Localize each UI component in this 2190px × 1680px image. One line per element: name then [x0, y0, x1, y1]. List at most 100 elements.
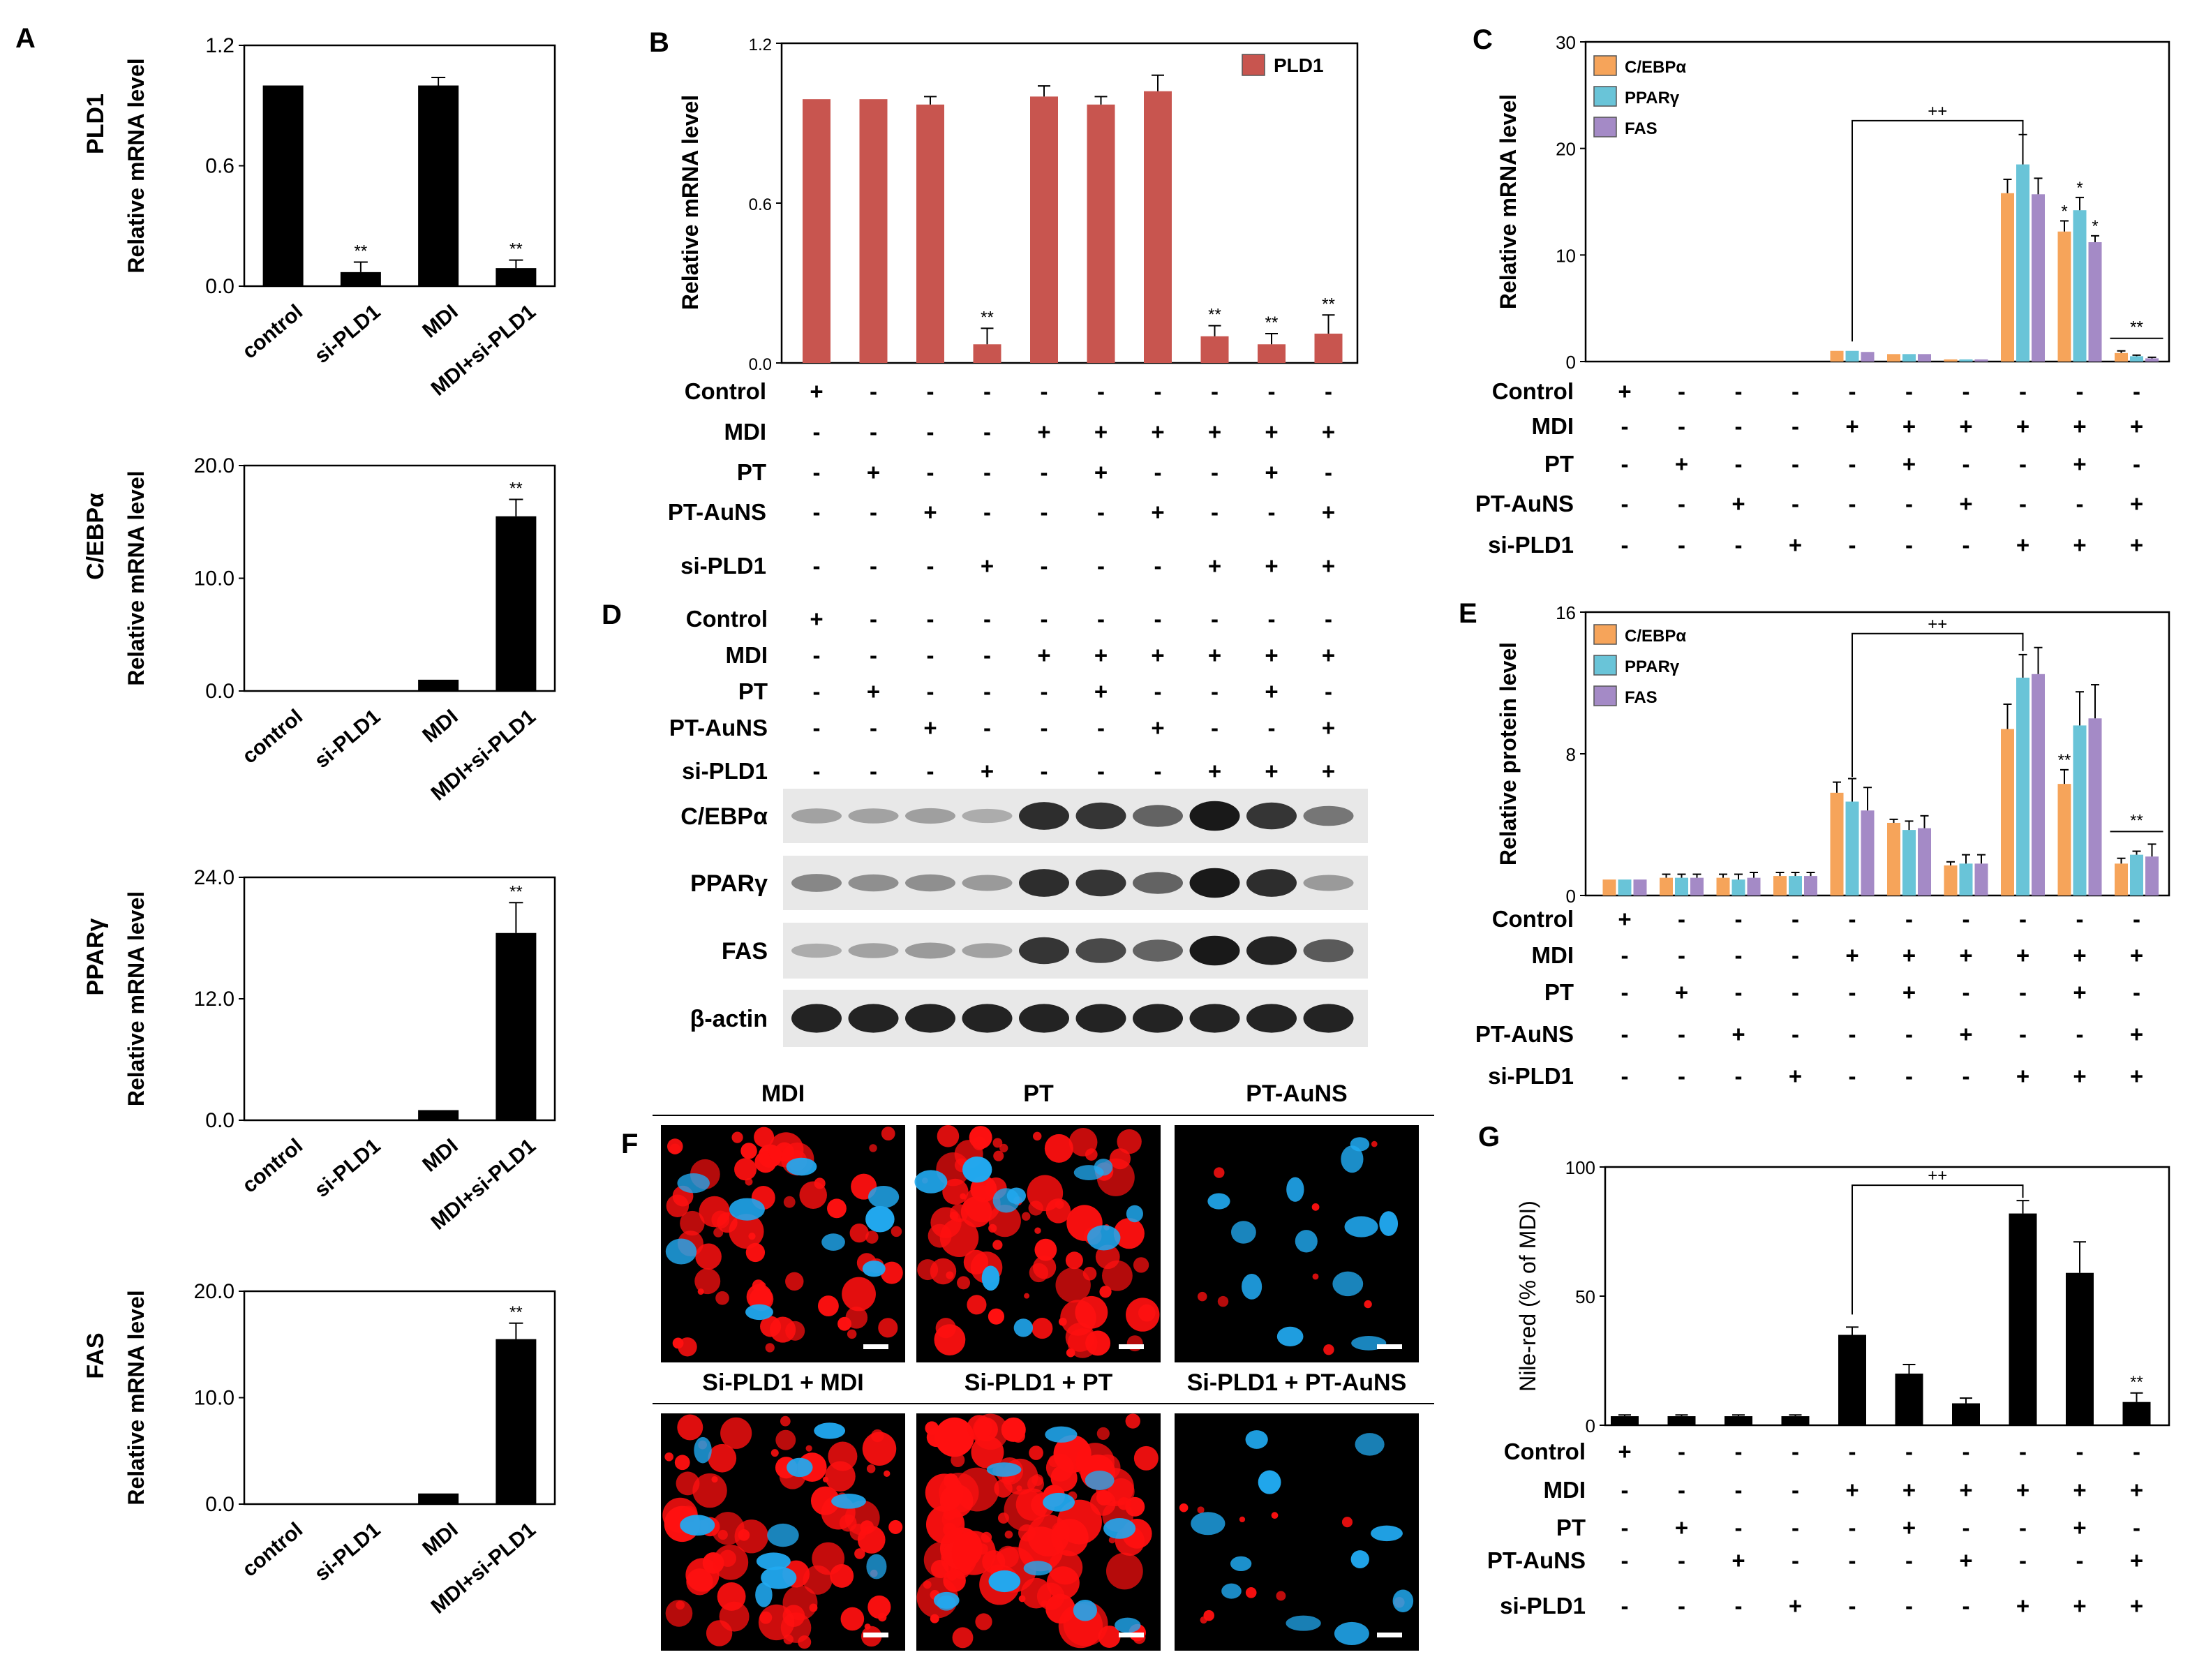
treatment-sign: +	[1265, 758, 1278, 784]
treatment-sign: -	[2076, 906, 2084, 932]
bar	[1660, 877, 1673, 895]
treatment-sign: -	[1905, 491, 1913, 516]
scale-bar	[863, 1344, 888, 1349]
bar	[1845, 801, 1859, 895]
cell-nucleus	[862, 1261, 886, 1277]
image-title: Si-PLD1 + PT-AuNS	[1187, 1369, 1407, 1396]
cell-nucleus	[1221, 1583, 1242, 1599]
cell-nucleus	[1286, 1177, 1304, 1202]
blot-band	[962, 875, 1013, 891]
lipid-droplet	[1027, 1475, 1044, 1493]
treatment-sign: -	[870, 499, 877, 525]
lipid-droplet	[760, 1316, 782, 1337]
chart-pld1-b: 0.0 0.6 1.2 ** ** ** ** Relative mRNA level PLD1	[678, 36, 1359, 374]
treatment-sign: +	[1959, 1547, 1972, 1573]
treatment-sign: -	[1154, 678, 1162, 704]
treatment-sign: -	[1792, 491, 1799, 516]
treatment-sign: -	[1792, 1515, 1799, 1540]
treatment-sign: -	[1621, 942, 1629, 968]
lipid-droplet	[827, 1198, 847, 1219]
lipid-droplet	[694, 1268, 721, 1295]
treatment-sign: +	[1902, 413, 1916, 439]
bar	[1747, 877, 1761, 895]
treatment-sign: +	[1265, 553, 1278, 579]
bar	[1838, 1335, 1866, 1425]
treatment-sign: -	[1041, 378, 1048, 404]
lipid-droplet	[845, 1307, 868, 1329]
legend-swatch	[1593, 624, 1617, 645]
lipid-droplet	[867, 1595, 891, 1619]
treatment-sign: +	[1094, 678, 1108, 704]
lipid-droplet	[785, 1272, 804, 1291]
treatment-sign: -	[927, 459, 934, 485]
cell-nucleus	[1332, 1271, 1364, 1297]
treatment-sign: -	[927, 419, 934, 445]
lipid-droplet	[951, 1531, 996, 1575]
bar	[1887, 822, 1900, 895]
lipid-droplet	[745, 1177, 753, 1186]
bar	[1725, 1416, 1752, 1425]
treatment-sign: -	[1678, 1593, 1685, 1619]
treatment-sign: +	[2130, 532, 2143, 558]
treatment-sign: +	[2130, 413, 2143, 439]
treatment-sign: +	[1959, 413, 1972, 439]
y-tick-label: 20.0	[194, 1280, 234, 1303]
image-title: PT	[1023, 1080, 1054, 1107]
treatment-sign: -	[1621, 1477, 1629, 1503]
blot-band	[1189, 801, 1240, 831]
treatment-sign: -	[1678, 491, 1685, 516]
treatment-sign: -	[870, 758, 877, 784]
treatment-label: PT-AuNS	[1475, 1021, 1574, 1047]
lipid-droplet	[1133, 1257, 1149, 1273]
treatment-sign: -	[1792, 451, 1799, 477]
treatment-sign: +	[1322, 715, 1335, 741]
treatment-sign: +	[1845, 413, 1858, 439]
bar	[1675, 877, 1688, 895]
treatment-sign: +	[2130, 942, 2143, 968]
treatment-sign: +	[1151, 642, 1164, 668]
lipid-droplet	[1117, 1129, 1142, 1154]
cell-nucleus	[1334, 1621, 1369, 1645]
significance-mark: **	[981, 308, 994, 327]
bar	[1667, 1416, 1696, 1425]
bar	[1830, 792, 1844, 895]
lipid-droplet	[1099, 1286, 1112, 1298]
lipid-droplet	[1029, 1263, 1049, 1283]
treatment-sign: +	[2016, 413, 2029, 439]
y-tick-label: 24.0	[194, 866, 234, 889]
blot-band	[1133, 1004, 1183, 1033]
bar	[1731, 879, 1745, 895]
treatment-sign: -	[1678, 942, 1685, 968]
treatment-sign: +	[2130, 1021, 2143, 1047]
lipid-droplet	[1179, 1503, 1189, 1512]
scale-bar	[1377, 1633, 1402, 1637]
significance-mark: *	[2092, 217, 2098, 236]
bar	[2145, 358, 2159, 362]
cell-nucleus	[677, 1173, 710, 1194]
lipid-droplet	[1034, 1238, 1057, 1261]
treatment-sign: -	[1905, 378, 1913, 404]
y-tick-label: 0.6	[749, 195, 772, 214]
treatment-label: MDI	[1532, 942, 1574, 968]
cell-nucleus	[1341, 1145, 1364, 1173]
lipid-droplet	[1245, 1587, 1257, 1598]
treatment-sign: -	[1792, 942, 1799, 968]
treatment-sign: -	[1041, 459, 1048, 485]
treatment-sign: -	[1905, 1063, 1913, 1089]
panel-label-c: C	[1473, 24, 1493, 55]
blot-band	[1246, 869, 1297, 897]
bar	[1804, 876, 1817, 895]
lipid-droplet	[1045, 1593, 1075, 1624]
treatment-sign: -	[2133, 1439, 2140, 1464]
treatment-sign: -	[1905, 1021, 1913, 1047]
treatment-sign: -	[813, 419, 821, 445]
treatment-sign: -	[1325, 606, 1332, 632]
treatment-sign: +	[923, 715, 937, 741]
lipid-droplet	[785, 1321, 805, 1341]
legend-swatch	[1593, 55, 1617, 76]
treatment-sign: -	[1735, 979, 1743, 1005]
treatment-label: Control	[1492, 378, 1574, 404]
lipid-droplet	[967, 1295, 987, 1315]
treatment-sign: -	[2133, 378, 2140, 404]
lipid-droplet	[665, 1600, 693, 1627]
